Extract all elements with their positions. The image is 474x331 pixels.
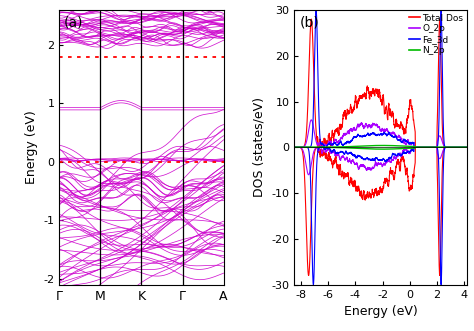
Legend: Total Dos, O_2p, Fe_3d, N_2p: Total Dos, O_2p, Fe_3d, N_2p <box>408 13 464 56</box>
X-axis label: Energy (eV): Energy (eV) <box>344 305 418 318</box>
Text: (b): (b) <box>300 16 319 29</box>
Y-axis label: DOS (states/eV): DOS (states/eV) <box>253 97 266 197</box>
Y-axis label: Energy (eV): Energy (eV) <box>25 111 38 184</box>
Text: (a): (a) <box>64 16 84 29</box>
